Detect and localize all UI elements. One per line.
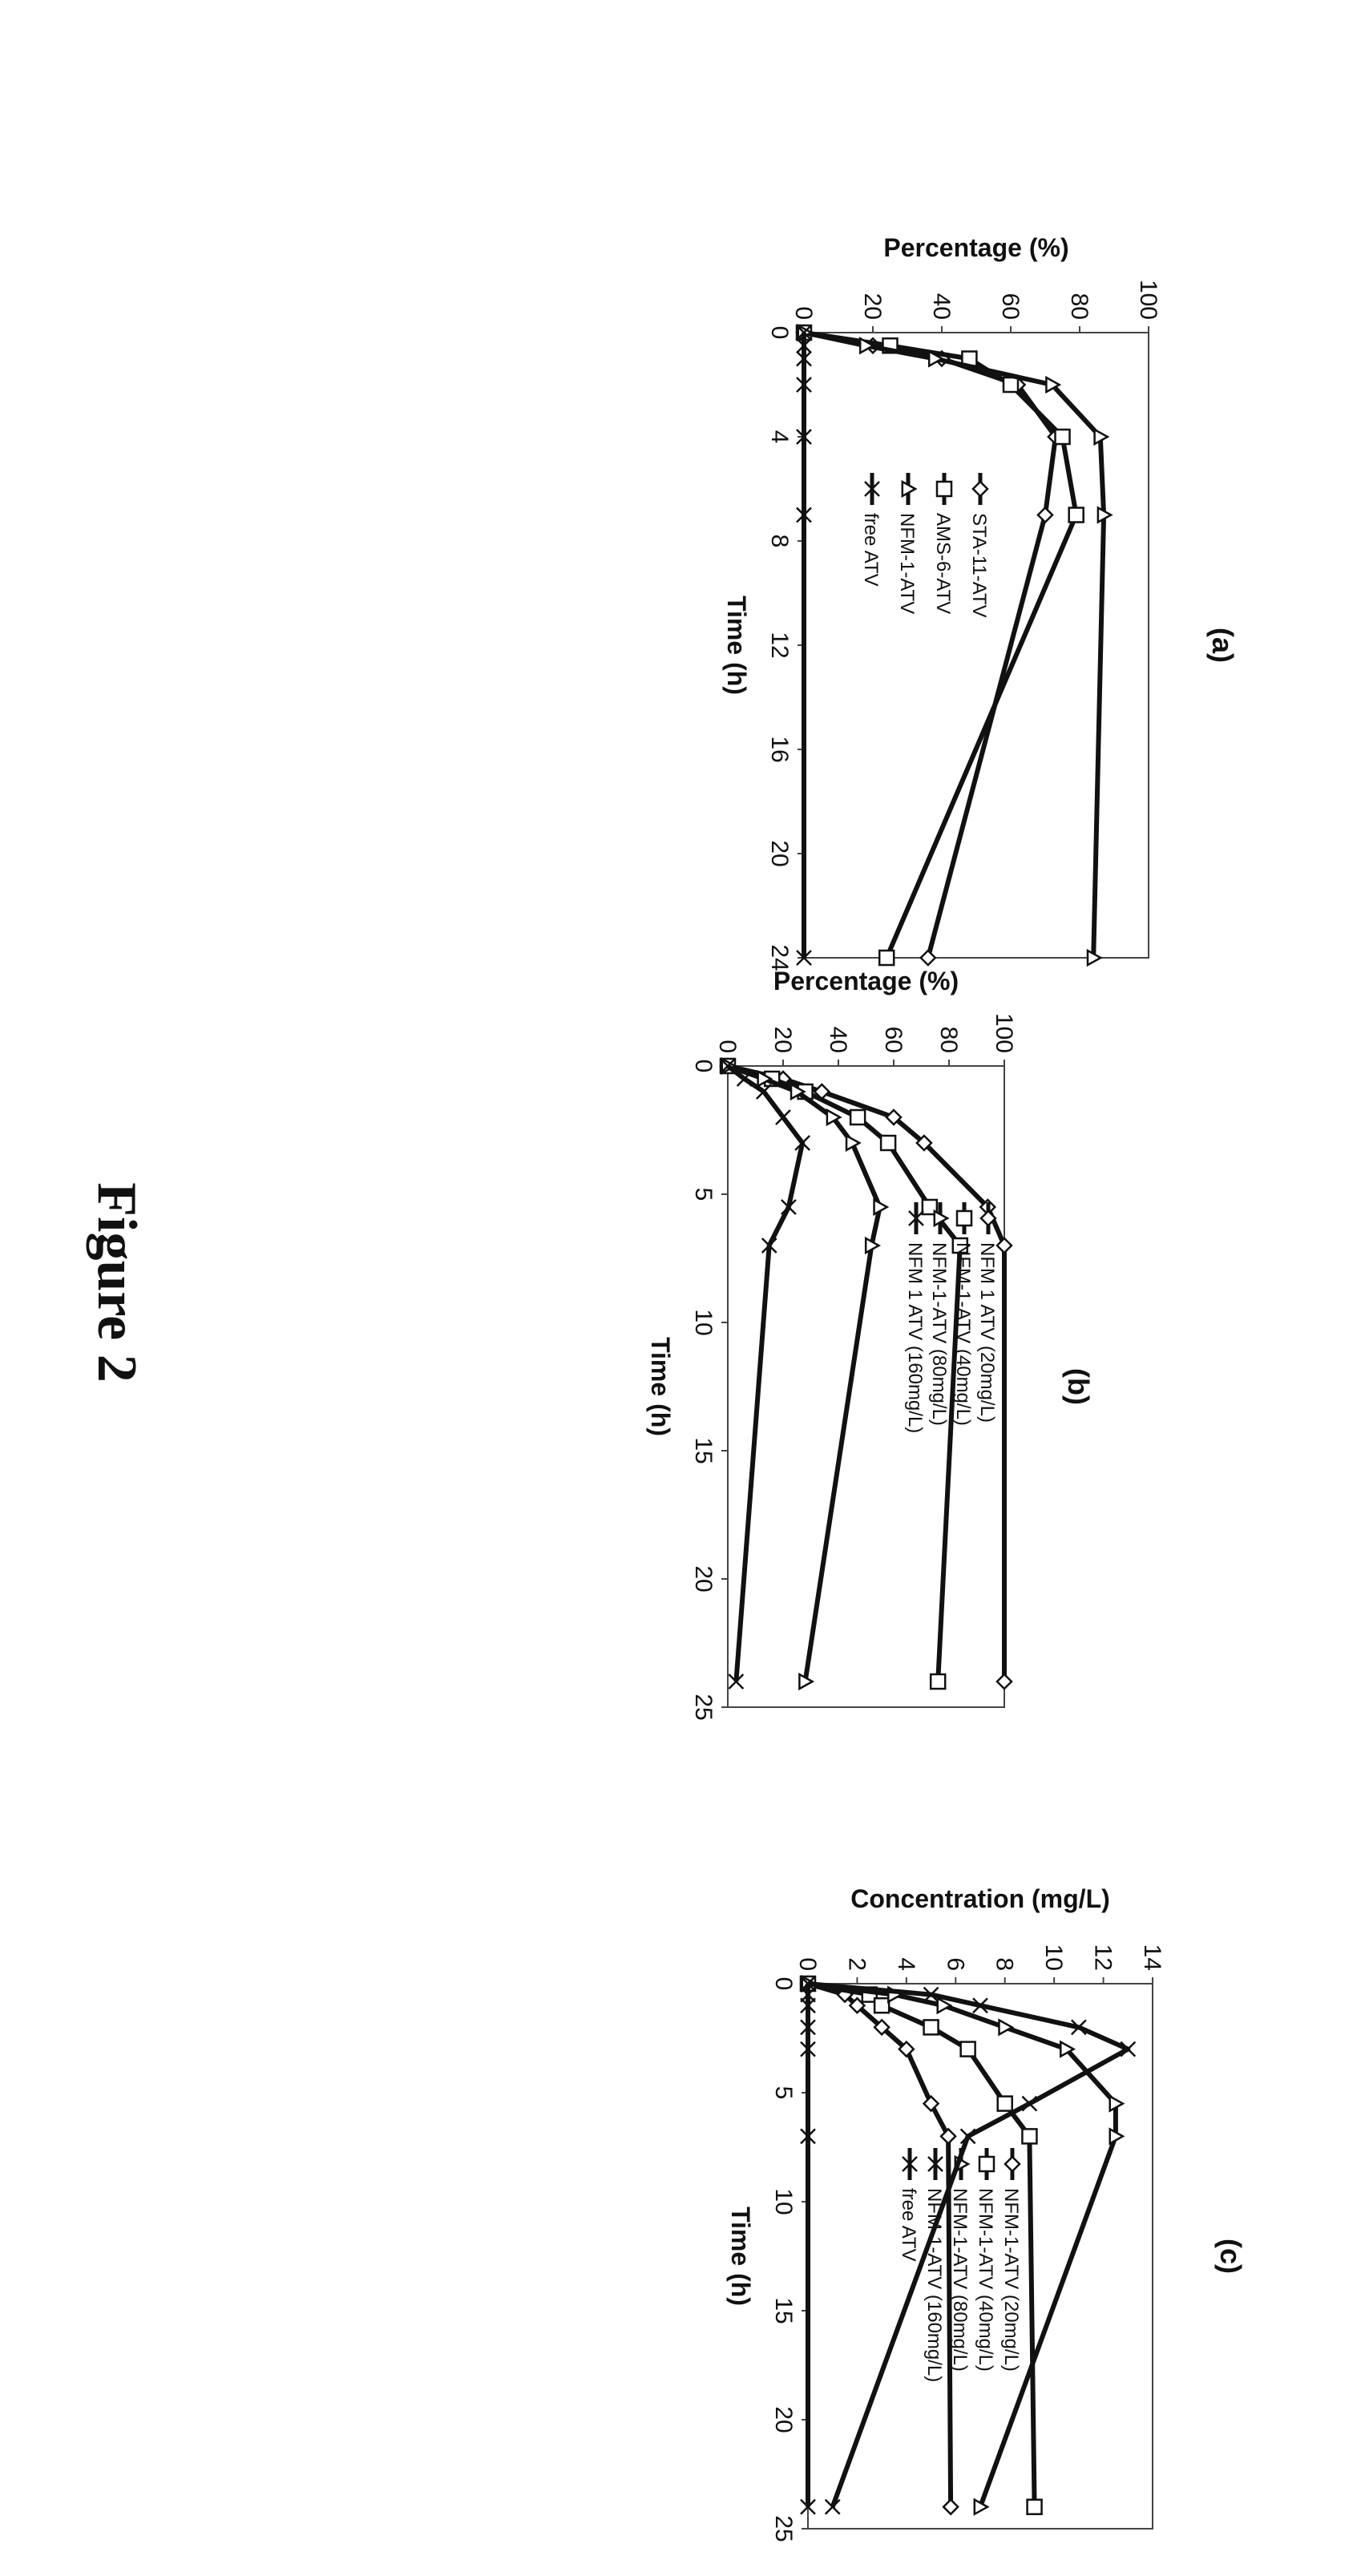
x-tick-label: 15 — [690, 1437, 717, 1464]
legend-label: NFM 1 ATV (160mg/L) — [904, 1242, 926, 1433]
y-tick-label: 100 — [991, 1013, 1017, 1053]
y-tick-label: 10 — [1040, 1944, 1067, 1971]
y-tick-label: 60 — [880, 1027, 907, 1053]
x-tick-label: 25 — [770, 2515, 797, 2542]
x-tick-label: 4 — [766, 430, 793, 444]
x-tick-label: 12 — [766, 632, 793, 658]
y-tick-label: 0 — [790, 306, 817, 320]
legend-label: NFM-1-ATV (80mg/L) — [928, 1242, 950, 1426]
panel-c: (c) 0 5 10 15 20 25 0 2 4 6 8 10 12 14 Time (h) Concentr… — [726, 1884, 1247, 2542]
data-point — [1069, 508, 1084, 523]
x-tick-label: 16 — [766, 736, 793, 762]
panel-a: (a)04812162024020406080100Time (h)Percen… — [722, 233, 1239, 971]
panel-label: (a) — [1206, 628, 1239, 663]
y-tick-label: 2 — [843, 1957, 870, 1971]
panel-label: (c) — [1214, 2239, 1247, 2274]
y-axis-title: Concentration (mg/L) — [850, 1884, 1110, 1913]
legend-marker — [979, 2157, 994, 2171]
x-tick-label: 5 — [690, 1188, 717, 1201]
y-tick-label: 12 — [1090, 1944, 1117, 1971]
x-tick-label: 0 — [766, 326, 793, 340]
legend-label: NFM 1 ATV (20mg/L) — [976, 1242, 998, 1423]
y-axis-title: Percentage (%) — [883, 233, 1068, 262]
data-point — [1004, 378, 1018, 392]
data-point — [850, 1110, 865, 1124]
patent-figure-page: (a)04812162024020406080100Time (h)Percen… — [0, 0, 1365, 2572]
x-tick-label: 10 — [690, 1309, 717, 1335]
x-tick-label: 8 — [766, 535, 793, 548]
y-tick-label: 0 — [794, 1957, 821, 1971]
data-point — [879, 951, 894, 965]
legend-label: NFM-1-ATV (80mg/L) — [949, 2188, 971, 2372]
y-tick-label: 80 — [1066, 293, 1092, 320]
y-tick-label: 20 — [769, 1027, 796, 1053]
data-point — [998, 2097, 1012, 2111]
y-tick-label: 100 — [1135, 280, 1161, 320]
legend-label: NFM-1-ATV (40mg/L) — [952, 1242, 974, 1426]
panel-b: (b) 0 5 10 15 20 25 0 20 40 60 80 100 Time (h) Percent… — [646, 967, 1095, 1721]
figure-canvas: (a)04812162024020406080100Time (h)Percen… — [0, 0, 1365, 2572]
x-tick-label: 20 — [770, 2406, 797, 2433]
legend-label: AMS-6-ATV — [932, 513, 954, 614]
x-tick-label: 0 — [770, 1977, 797, 1991]
data-point — [874, 1998, 889, 2013]
legend-label: NFM-1-ATV (20mg/L) — [1000, 2188, 1022, 2372]
y-axis-title: Percentage (%) — [773, 967, 959, 995]
y-tick-label: 40 — [825, 1027, 851, 1053]
data-point — [1022, 2129, 1036, 2143]
x-tick-label: 0 — [690, 1060, 717, 1073]
x-tick-label: 20 — [766, 840, 793, 866]
legend-label: NFM-1-ATV (40mg/L) — [975, 2188, 996, 2372]
x-tick-label: 20 — [690, 1565, 717, 1592]
data-point — [931, 1674, 945, 1689]
y-tick-label: 40 — [928, 293, 955, 320]
y-tick-label: 6 — [942, 1957, 968, 1971]
figure-caption: Figure 2 — [86, 1182, 147, 1383]
legend-label: NFM-1-ATV (160mg/L) — [923, 2188, 945, 2382]
legend-label: STA-11-ATV — [968, 513, 990, 618]
y-tick-label: 20 — [859, 293, 886, 320]
legend-label: NFM-1-ATV — [896, 513, 918, 614]
y-tick-label: 80 — [935, 1027, 962, 1053]
y-tick-label: 0 — [714, 1040, 741, 1053]
legend-label: free ATV — [898, 2188, 919, 2262]
data-point — [924, 2020, 939, 2034]
legend-marker — [937, 482, 951, 496]
x-axis-title: Time (h) — [646, 1337, 675, 1436]
data-point — [961, 2042, 975, 2057]
legend-label: free ATV — [860, 513, 882, 587]
y-tick-label: 60 — [997, 293, 1024, 320]
y-tick-label: 14 — [1139, 1944, 1165, 1971]
panel-label: (b) — [1062, 1368, 1095, 1405]
x-tick-label: 25 — [690, 1694, 717, 1720]
x-tick-label: 15 — [770, 2297, 797, 2324]
x-tick-label: 10 — [770, 2188, 797, 2215]
x-axis-title: Time (h) — [722, 596, 751, 695]
y-tick-label: 4 — [893, 1957, 919, 1971]
y-tick-label: 8 — [991, 1957, 1018, 1971]
data-point — [1028, 2500, 1042, 2514]
x-tick-label: 5 — [770, 2086, 797, 2100]
legend-marker — [957, 1211, 971, 1225]
data-point — [881, 1136, 895, 1150]
x-axis-title: Time (h) — [726, 2207, 755, 2306]
data-point — [1056, 430, 1070, 444]
